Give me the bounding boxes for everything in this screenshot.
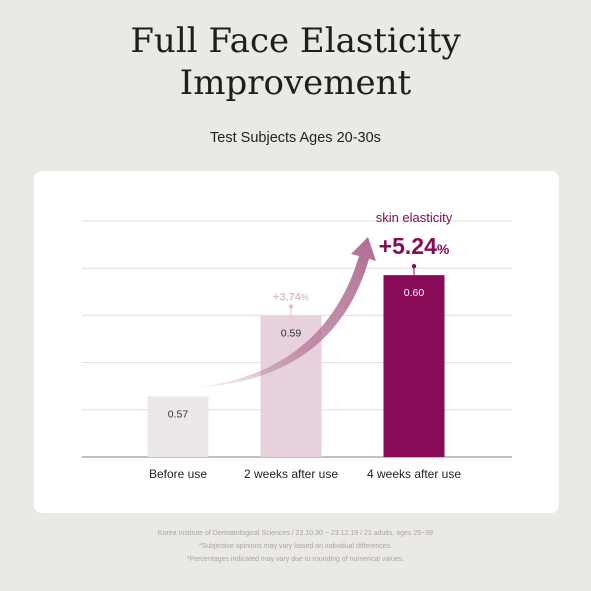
value-label-2: 0.59 (281, 328, 302, 340)
bar-chart: 0.57 Before use 0.59 2 weeks after use 0.60 4… (82, 210, 512, 481)
page-title: Full Face Elasticity Improvement (0, 20, 591, 104)
title-line-2: Improvement (179, 63, 412, 103)
chart-card: 0.57 Before use 0.59 2 weeks after use 0.60 4… (34, 171, 559, 513)
subtitle: Test Subjects Ages 20-30s (210, 130, 381, 146)
increase-dot-1 (288, 304, 294, 309)
category-label-3: 4 weeks after use (367, 467, 461, 481)
increase-dot-2 (411, 263, 417, 269)
labels: 0.57 Before use 0.59 2 weeks after use 0.60 4… (149, 210, 461, 481)
footnote-subjective: *Subjective opinions may vary based on i… (198, 543, 393, 550)
footnote-rounding: *Percentages indicated may vary due to r… (186, 556, 405, 563)
title-line-1: Full Face Elasticity (130, 21, 461, 61)
category-label-2: 2 weeks after use (244, 467, 338, 481)
footnotes: Korea Institute of Dermatological Scienc… (0, 527, 591, 566)
increase-label-2: +5.24% (379, 233, 450, 259)
value-label-3: 0.60 (404, 287, 425, 299)
increase-label-1: +3.74% (273, 292, 309, 304)
value-label-1: 0.57 (168, 408, 189, 420)
growth-arrow-icon (184, 237, 376, 388)
footnote-source: Korea Institute of Dermatological Scienc… (157, 530, 434, 537)
bar-3 (383, 275, 445, 457)
bar-1 (147, 396, 209, 457)
category-label-1: Before use (149, 467, 207, 481)
highlight-label: skin elasticity (376, 210, 453, 225)
